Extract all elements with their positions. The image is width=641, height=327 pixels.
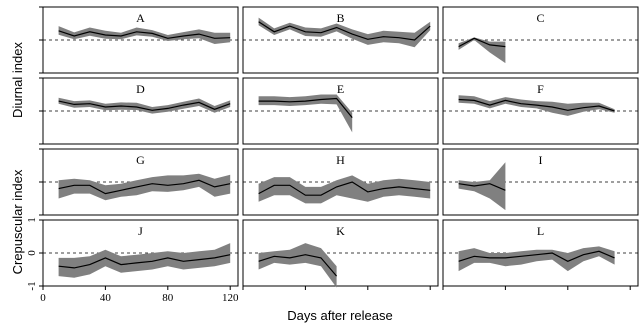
- panel-letter: L: [537, 224, 544, 238]
- panel-letter: K: [336, 224, 345, 238]
- panel-b: B: [242, 6, 439, 74]
- mean-line: [458, 250, 615, 262]
- panel-j: J: [42, 219, 239, 287]
- confidence-band: [258, 175, 431, 204]
- mean-line: [458, 183, 506, 191]
- mean-line: [258, 97, 353, 118]
- panel-a: A: [42, 6, 239, 74]
- mean-line: [458, 37, 506, 48]
- confidence-band: [58, 26, 231, 44]
- panel-letter: I: [539, 153, 543, 167]
- panel-e: E: [242, 77, 439, 145]
- panel-letter: J: [138, 224, 143, 238]
- confidence-band: [458, 246, 615, 272]
- confidence-band: [458, 162, 506, 211]
- panel-letter: E: [337, 82, 344, 96]
- confidence-band: [58, 243, 231, 278]
- x-tick-label: 40: [100, 292, 112, 304]
- y-tick-label: 1: [26, 217, 38, 223]
- confidence-band: [258, 17, 431, 48]
- confidence-band: [58, 173, 231, 201]
- mean-line: [258, 21, 431, 41]
- panel-h: H: [242, 148, 439, 216]
- panels-layer: A B C D E F G H I J K L: [42, 6, 639, 288]
- mean-line: [58, 30, 231, 39]
- panel-letter: H: [336, 153, 345, 167]
- y-tick-label: 0: [26, 250, 38, 256]
- confidence-band: [258, 243, 337, 288]
- panel-letter: D: [136, 82, 145, 96]
- mean-line: [58, 179, 231, 195]
- xlabel: Days after release: [287, 308, 393, 323]
- panel-letter: B: [336, 11, 344, 25]
- mean-line: [258, 254, 338, 277]
- confidence-band: [58, 97, 231, 114]
- panel-f: F: [442, 77, 639, 145]
- panel-d: D: [42, 77, 239, 145]
- ylabel-diurnal: Diurnal index: [10, 42, 25, 118]
- panel-letter: C: [536, 11, 544, 25]
- panel-c: C: [442, 6, 639, 74]
- y-tick-label: -1: [26, 281, 38, 290]
- panel-k: K: [242, 219, 439, 288]
- confidence-band: [258, 94, 353, 133]
- confidence-band: [458, 37, 506, 64]
- mean-line: [258, 181, 431, 196]
- mean-line: [458, 98, 615, 112]
- ylabel-crepuscular: Crepuscular index: [10, 169, 25, 274]
- panel-i: I: [442, 148, 639, 216]
- panel-letter: A: [136, 11, 145, 25]
- x-tick-label: 0: [40, 292, 46, 304]
- x-tick-label: 120: [222, 292, 239, 304]
- panel-letter: F: [537, 82, 544, 96]
- panel-letter: G: [136, 153, 145, 167]
- mean-line: [58, 100, 231, 111]
- panel-l: L: [442, 219, 639, 287]
- x-tick-label: 80: [162, 292, 174, 304]
- mean-line: [58, 254, 231, 269]
- panel-g: G: [42, 148, 239, 216]
